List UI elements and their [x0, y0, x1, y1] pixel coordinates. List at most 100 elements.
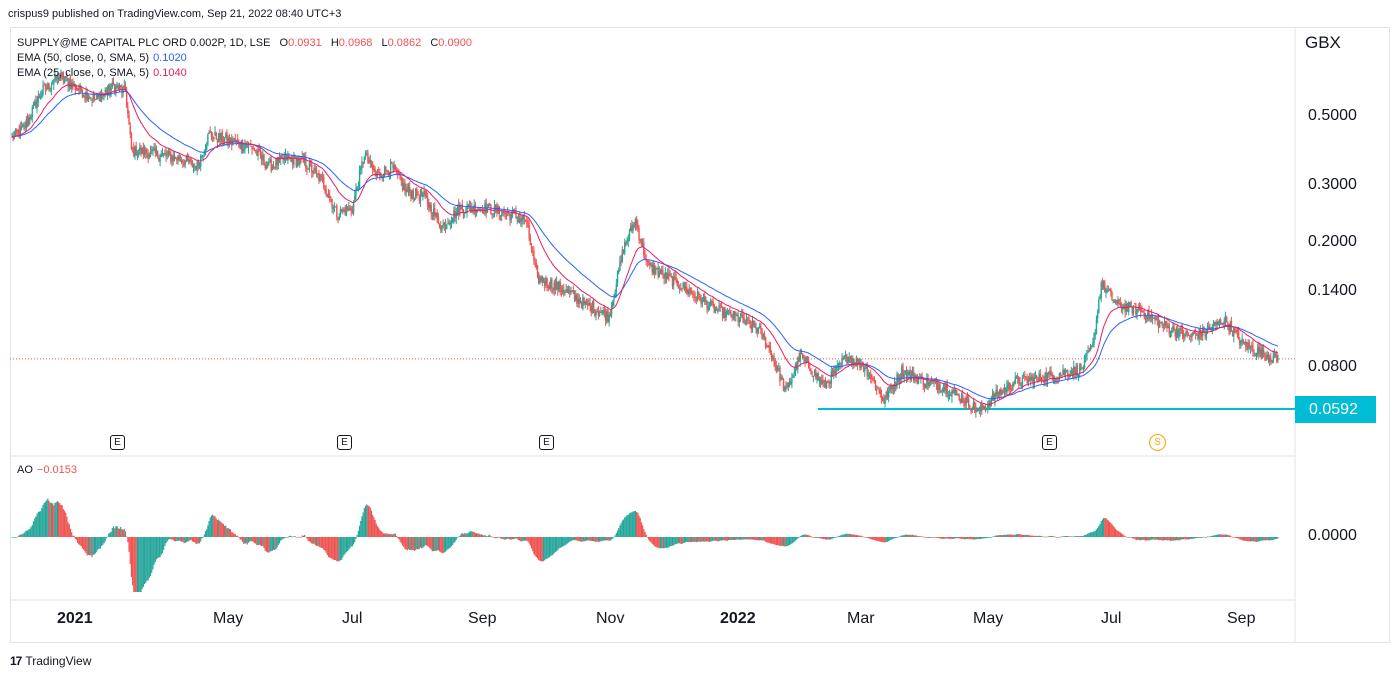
ao-bar — [632, 511, 634, 537]
ao-bar — [1024, 534, 1026, 537]
candle — [609, 313, 612, 317]
ao-bar — [1045, 536, 1047, 538]
candle — [419, 190, 422, 202]
candle — [1022, 375, 1025, 377]
earnings-event-marker[interactable]: E — [1042, 435, 1057, 450]
candle — [788, 382, 791, 385]
candle — [565, 289, 567, 291]
ao-bar — [296, 537, 299, 538]
candle — [747, 317, 749, 319]
candle — [207, 134, 209, 145]
candle — [938, 384, 940, 390]
candle — [270, 159, 272, 172]
ao-bar — [559, 537, 561, 548]
ao-bar — [787, 537, 789, 546]
candle — [819, 377, 822, 384]
ao-bar — [742, 537, 744, 540]
ao-bar — [1025, 534, 1027, 537]
ao-bar — [325, 537, 327, 553]
ao-bar — [455, 537, 457, 540]
candle — [1030, 376, 1032, 381]
candle — [264, 164, 266, 169]
candle — [252, 148, 254, 150]
ao-bar — [745, 537, 748, 540]
ao-bar — [796, 537, 798, 540]
candle — [140, 147, 142, 154]
candle — [1233, 327, 1235, 337]
ao-bar — [121, 529, 123, 537]
ao-bar — [994, 536, 996, 537]
ao-bar — [220, 522, 222, 537]
candle — [976, 410, 978, 412]
ao-bar — [1026, 534, 1028, 537]
candle — [448, 222, 450, 225]
candle — [344, 209, 346, 216]
ao-bar — [470, 531, 472, 537]
candle — [598, 313, 601, 316]
symbol-legend: SUPPLY@ME CAPITAL PLC ORD 0.002P, 1D, LS… — [17, 37, 472, 49]
ao-bar — [1183, 537, 1185, 540]
ao-bar — [799, 536, 801, 537]
candle — [821, 380, 823, 384]
ao-bar — [785, 537, 787, 547]
candle — [1038, 373, 1040, 380]
ao-bar — [708, 537, 711, 542]
ao-bar — [1192, 537, 1194, 539]
candle — [1241, 338, 1243, 342]
candle — [1235, 331, 1237, 333]
ao-bar — [786, 537, 788, 547]
split-event-marker[interactable]: S — [1149, 434, 1166, 451]
candle — [1180, 328, 1182, 330]
ao-bar — [583, 537, 585, 542]
x-tick-4: Nov — [596, 610, 625, 627]
ao-bar — [164, 537, 166, 546]
candle — [62, 73, 65, 81]
candle — [577, 298, 579, 305]
candle — [1168, 325, 1171, 334]
ao-bar — [126, 536, 128, 538]
candle — [541, 276, 543, 284]
candle — [946, 383, 948, 395]
candle — [233, 139, 235, 143]
ao-bar — [788, 537, 791, 546]
ao-bar — [487, 535, 490, 537]
candle — [1273, 352, 1276, 356]
candle — [516, 217, 518, 220]
ao-bar — [907, 534, 909, 537]
candle — [908, 370, 910, 374]
candle — [1099, 297, 1101, 300]
footer-brand[interactable]: 17 TradingView — [10, 654, 91, 668]
ao-bar — [988, 537, 990, 538]
ao-bar — [1129, 537, 1131, 538]
candle — [993, 393, 995, 401]
candle — [1092, 343, 1094, 347]
candle — [670, 275, 672, 278]
ao-bar — [1248, 537, 1250, 542]
candle — [951, 390, 953, 397]
candle — [321, 175, 324, 178]
earnings-event-marker[interactable]: E — [110, 435, 125, 450]
ao-bar — [975, 537, 977, 540]
candle — [489, 203, 491, 206]
candle — [604, 313, 607, 321]
ao-bar — [575, 537, 577, 541]
ao-bar — [352, 537, 355, 545]
candle — [812, 376, 815, 378]
candle — [674, 275, 676, 277]
earnings-event-marker[interactable]: E — [539, 435, 554, 450]
candle — [392, 164, 394, 168]
ao-bar — [1277, 537, 1279, 539]
ao-bar — [638, 515, 640, 537]
ao-bar — [133, 537, 135, 592]
candle — [720, 306, 723, 308]
earnings-event-marker[interactable]: E — [337, 435, 352, 450]
candle — [904, 370, 907, 374]
ao-bar — [250, 537, 252, 542]
ema50-legend: EMA (50, close, 0, SMA, 5) 0.1020 — [17, 52, 187, 64]
ao-bar — [1261, 537, 1264, 541]
ao-bar — [180, 537, 183, 542]
candle — [148, 155, 151, 158]
ao-bar — [54, 503, 56, 537]
candle — [23, 124, 25, 127]
